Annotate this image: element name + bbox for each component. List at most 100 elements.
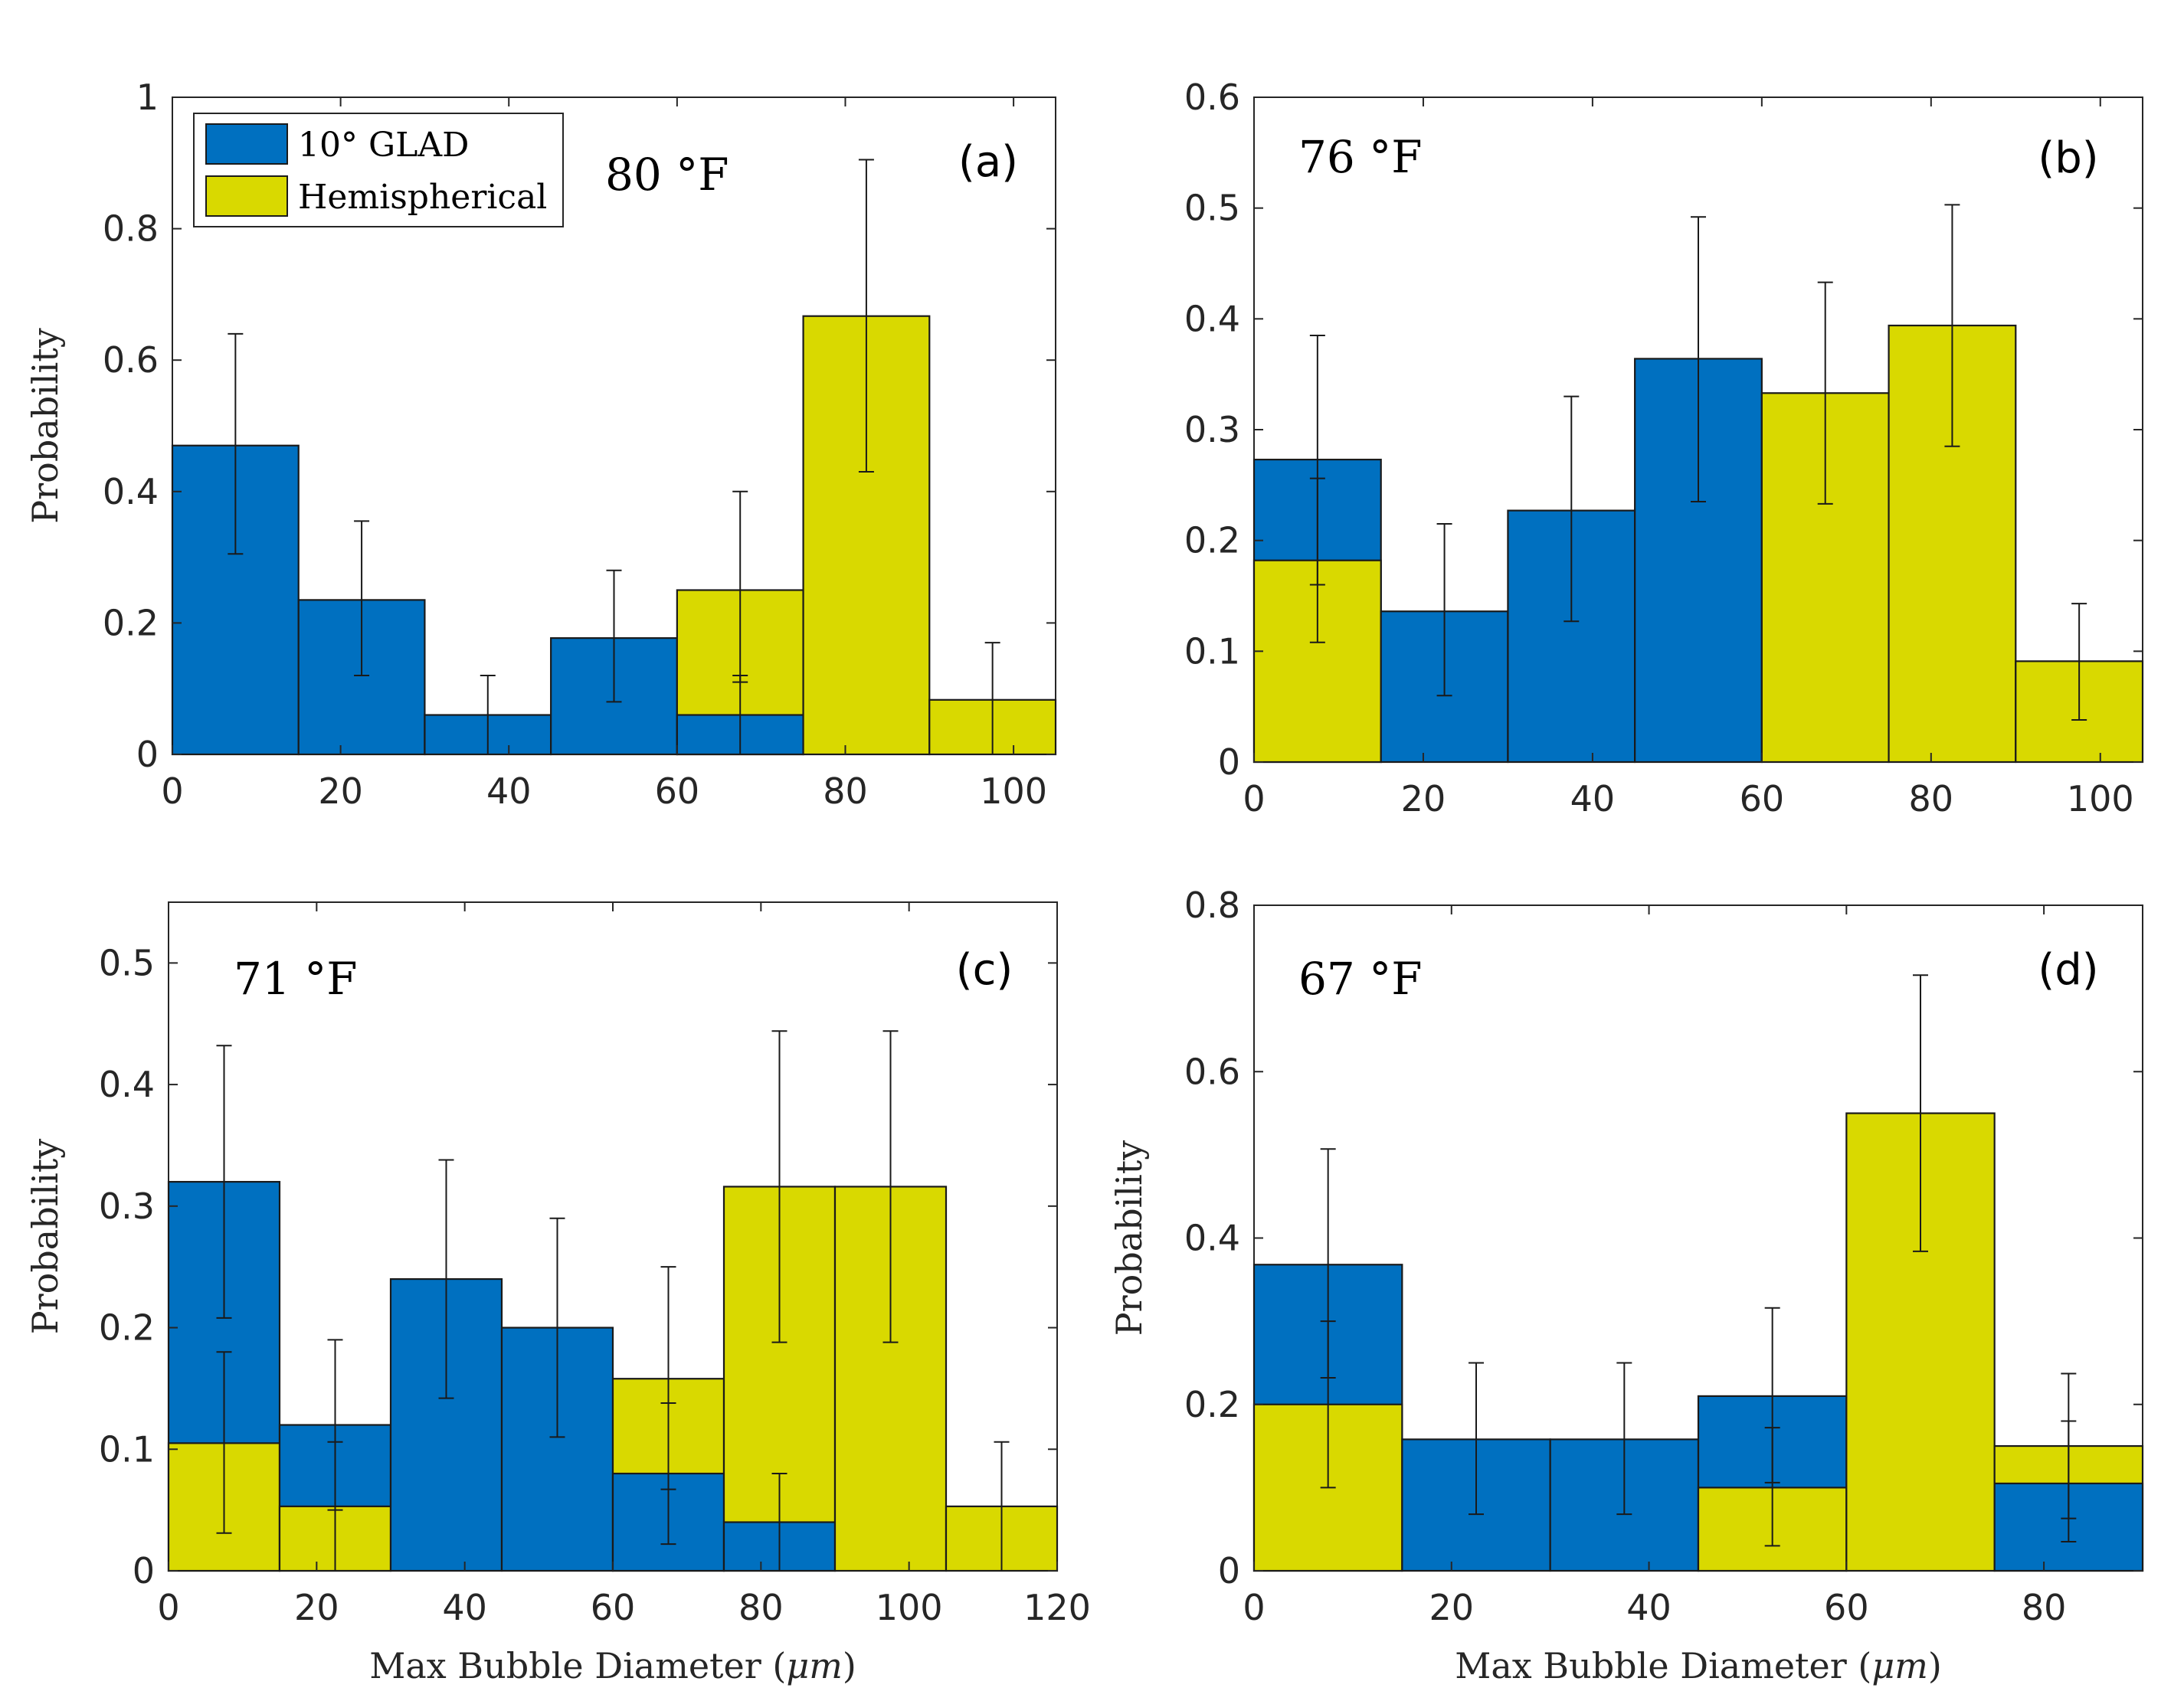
x-tick-label: 100 bbox=[980, 770, 1047, 812]
y-tick-label: 0.4 bbox=[1184, 1218, 1240, 1259]
panel-c: 0 20 40 60 80 100 120 0 0.1 0.2 0.3 0.4 0.5 (c) 71 °F P… bbox=[25, 901, 1091, 1686]
x-tick-label: 40 bbox=[486, 770, 532, 812]
hemi-error-bar bbox=[882, 1030, 899, 1343]
panel-label: (b) bbox=[2038, 133, 2098, 183]
glad-error-bar bbox=[1616, 1362, 1632, 1516]
glad-error-bar bbox=[1436, 522, 1452, 697]
y-tick-label: 1 bbox=[136, 77, 159, 118]
x-tick-label: 100 bbox=[876, 1587, 943, 1628]
y-tick-label: 0.4 bbox=[1184, 298, 1240, 339]
panel-label: (c) bbox=[956, 945, 1013, 995]
error-bars bbox=[1320, 974, 2077, 1572]
x-axis-title-unit: μm bbox=[786, 1645, 843, 1686]
x-axis-title-prefix: Max Bubble Diameter ( bbox=[1455, 1645, 1871, 1686]
error-bars bbox=[228, 159, 1000, 755]
y-tick-label: 0.1 bbox=[99, 1428, 155, 1470]
x-axis-title-suffix: ) bbox=[843, 1645, 856, 1686]
hemi-error-bar bbox=[771, 1030, 787, 1343]
x-tick-label: 0 bbox=[1243, 1587, 1265, 1628]
y-tick-label: 0.5 bbox=[1184, 188, 1240, 229]
y-tick-label: 0.6 bbox=[1184, 1051, 1240, 1092]
y-tick-label: 0.2 bbox=[1184, 1384, 1240, 1425]
ticks: 0 20 40 60 80 100 120 0 0.1 0.2 0.3 0.4 0.5 bbox=[99, 902, 1091, 1628]
ticks: 0 20 40 60 80 0 0.2 0.4 0.6 0.8 bbox=[1184, 885, 2143, 1628]
y-tick-label: 0 bbox=[1218, 741, 1240, 783]
x-tick-label: 60 bbox=[1824, 1587, 1869, 1628]
temperature-label: 76 °F bbox=[1298, 131, 1422, 183]
x-tick-label: 0 bbox=[157, 1587, 179, 1628]
hemi-error-bar bbox=[732, 490, 748, 683]
y-axis-title: Probability bbox=[25, 328, 66, 524]
glad-error-bar bbox=[549, 1217, 565, 1438]
hemi-error-bar bbox=[216, 1351, 232, 1534]
y-axis-title: Probability bbox=[25, 1139, 66, 1335]
hemi-error-bar bbox=[2071, 603, 2087, 721]
x-tick-label: 40 bbox=[1570, 778, 1616, 819]
x-tick-label: 100 bbox=[2067, 778, 2134, 819]
y-tick-label: 0.2 bbox=[99, 1307, 155, 1349]
y-tick-label: 0.4 bbox=[103, 471, 159, 512]
x-axis-title-suffix: ) bbox=[1928, 1645, 1942, 1686]
y-tick-label: 0.5 bbox=[99, 942, 155, 983]
x-tick-label: 20 bbox=[294, 1587, 339, 1628]
temperature-label: 67 °F bbox=[1298, 953, 1422, 1005]
y-tick-label: 0.3 bbox=[99, 1186, 155, 1227]
hemi-error-bar bbox=[1320, 1320, 1336, 1489]
hemi-error-bar bbox=[858, 159, 874, 473]
hemi-error-bar bbox=[660, 1266, 676, 1490]
x-tick-label: 80 bbox=[738, 1587, 784, 1628]
x-tick-label: 20 bbox=[1429, 1587, 1475, 1628]
error-bars bbox=[216, 1030, 1010, 1572]
y-tick-label: 0.6 bbox=[103, 339, 159, 381]
panel-d: 0 20 40 60 80 0 0.2 0.4 0.6 0.8 (d) 67 °F Probabilit… bbox=[1108, 885, 2144, 1686]
y-tick-label: 0.2 bbox=[103, 602, 159, 643]
ticks: 0 20 40 60 80 100 0 0.1 0.2 0.3 0.4 0.5 0.6 bbox=[1184, 77, 2143, 819]
y-tick-label: 0 bbox=[136, 734, 159, 775]
panel-label: (d) bbox=[2038, 945, 2098, 995]
panel-a: 0 20 40 60 80 100 0 0.2 0.4 0.6 0.8 1 (a) 80 °F Probab… bbox=[25, 77, 1057, 812]
y-tick-label: 0.8 bbox=[1184, 885, 1240, 926]
legend-swatch bbox=[205, 123, 288, 165]
x-tick-label: 120 bbox=[1023, 1587, 1091, 1628]
error-bars bbox=[1309, 204, 2087, 763]
x-tick-label: 80 bbox=[1909, 778, 1954, 819]
x-axis-title-unit: μm bbox=[1871, 1645, 1928, 1686]
x-tick-label: 40 bbox=[442, 1587, 487, 1628]
x-axis-title: Max Bubble Diameter (μm) bbox=[1455, 1645, 1942, 1686]
glad-error-bar bbox=[1564, 395, 1580, 623]
hemi-error-bar bbox=[1817, 281, 1833, 505]
hemi-error-bar bbox=[327, 1441, 343, 1572]
glad-error-bar bbox=[228, 332, 244, 555]
y-axis-title: Probability bbox=[1108, 1140, 1150, 1336]
x-tick-label: 80 bbox=[823, 770, 868, 812]
glad-error-bar bbox=[216, 1045, 232, 1319]
panel-b: 0 20 40 60 80 100 0 0.1 0.2 0.3 0.4 0.5 0.6 (b) 76 °F bbox=[1184, 77, 2144, 819]
legend: 10° GLAD Hemispherical bbox=[193, 113, 564, 227]
hemi-error-bar bbox=[1764, 1427, 1780, 1547]
temperature-label: 71 °F bbox=[234, 953, 357, 1005]
y-tick-label: 0 bbox=[1218, 1550, 1240, 1591]
glad-error-bar bbox=[1469, 1362, 1484, 1516]
x-tick-label: 60 bbox=[655, 770, 700, 812]
y-tick-label: 0.3 bbox=[1184, 409, 1240, 450]
y-tick-label: 0.6 bbox=[1184, 77, 1240, 118]
y-tick-label: 0.8 bbox=[103, 208, 159, 250]
legend-swatch bbox=[205, 175, 288, 217]
panel-label: (a) bbox=[958, 137, 1018, 187]
glad-error-bar bbox=[771, 1473, 787, 1572]
ticks: 0 20 40 60 80 100 0 0.2 0.4 0.6 0.8 1 bbox=[103, 77, 1056, 812]
hemi-error-bar bbox=[2061, 1372, 2077, 1519]
y-tick-label: 0.1 bbox=[1184, 630, 1240, 672]
x-tick-label: 80 bbox=[2022, 1587, 2067, 1628]
x-tick-label: 0 bbox=[161, 770, 183, 812]
hemi-error-bar bbox=[1913, 974, 1928, 1252]
x-tick-label: 40 bbox=[1626, 1587, 1672, 1628]
glad-error-bar bbox=[1691, 216, 1706, 503]
x-axis-title: Max Bubble Diameter (μm) bbox=[369, 1645, 856, 1686]
y-tick-label: 0.2 bbox=[1184, 520, 1240, 561]
y-tick-label: 0 bbox=[133, 1550, 155, 1591]
legend-entry-label: Hemispherical bbox=[298, 178, 547, 217]
hemi-error-bar bbox=[984, 642, 1000, 755]
hemi-error-bar bbox=[1309, 477, 1325, 643]
